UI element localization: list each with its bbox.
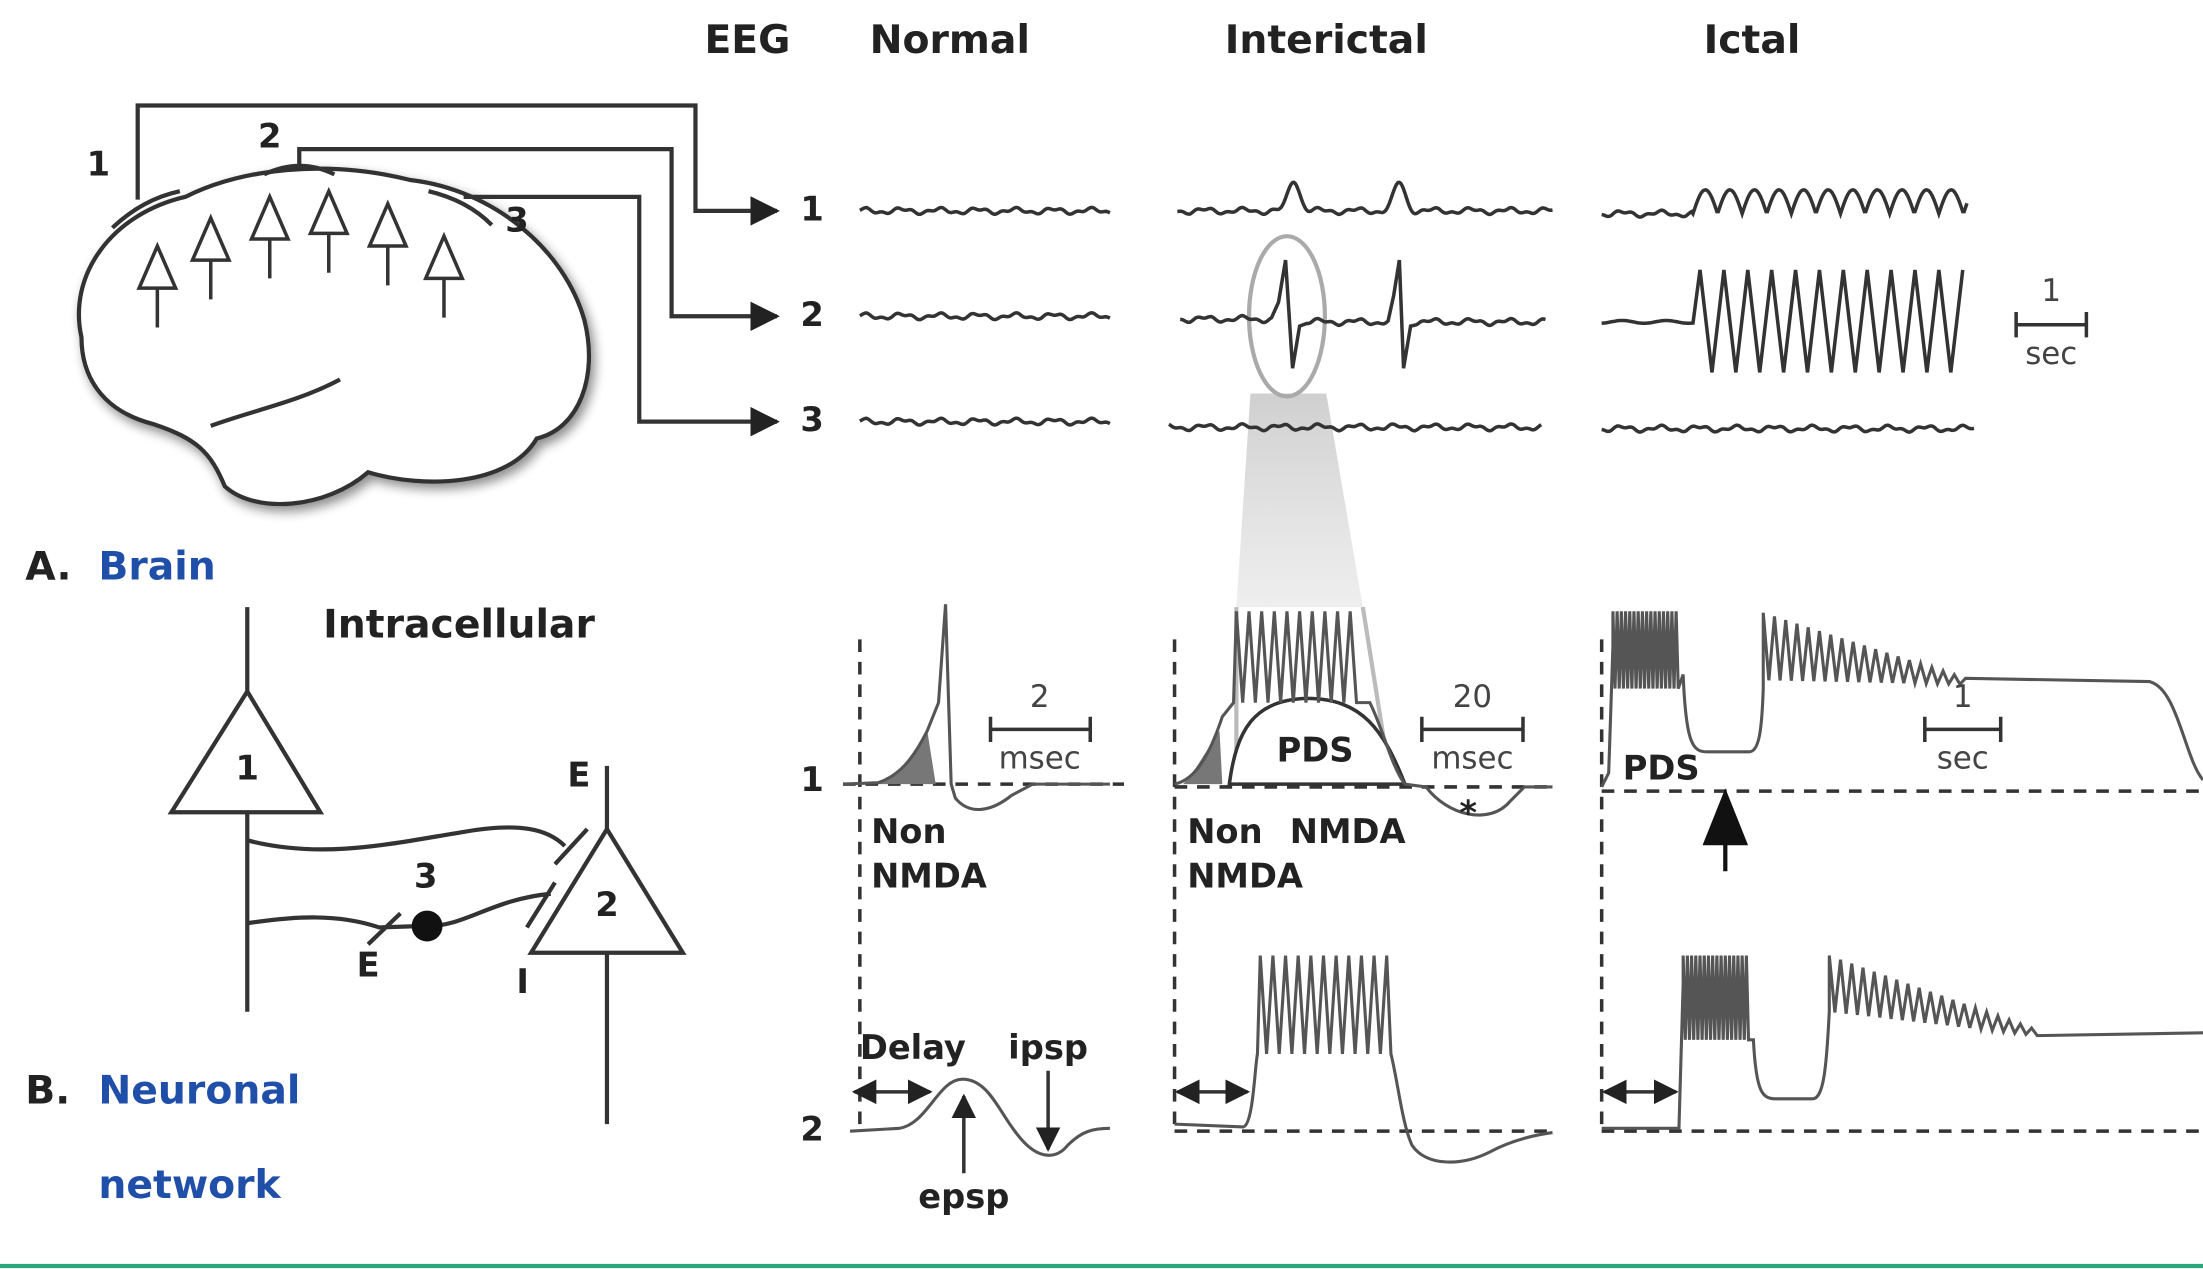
electrode-label: 1 (87, 144, 110, 183)
intracellular-title: Intracellular (323, 601, 595, 647)
neuron-label: 3 (414, 857, 437, 896)
intracellular-trace (843, 604, 1110, 809)
scale-value: 2 (1030, 679, 1050, 715)
scale-value: 20 (1453, 679, 1492, 715)
eeg-trace (1602, 190, 1967, 217)
delay-label: Delay (860, 1028, 966, 1067)
receptor-label: Non (1187, 812, 1262, 851)
synapse-label: E (357, 945, 380, 984)
neuron-label: 2 (595, 885, 618, 924)
eeg-trace (1180, 260, 1545, 368)
epsp-label: epsp (918, 1177, 1009, 1216)
panel-title: Brain (98, 544, 215, 590)
scale-unit: msec (999, 741, 1081, 777)
eeg-trace (1602, 425, 1974, 432)
axon (426, 882, 555, 927)
pds-arrow (1706, 794, 1745, 871)
panel-letter: A. (25, 544, 71, 590)
panel-letter: B. (25, 1068, 70, 1114)
figure: EEG Normal Interictal Ictal 1 2 3 1 2 3 … (0, 0, 2203, 1269)
axon (247, 913, 421, 944)
panel-title: network (98, 1162, 281, 1208)
eeg-trace (860, 313, 1110, 320)
electrode-label: 3 (505, 201, 528, 240)
neuron-label: 1 (236, 749, 259, 788)
pds-label: PDS (1623, 749, 1700, 788)
channel-label: 2 (800, 295, 823, 334)
column-title: Interictal (1225, 17, 1428, 63)
scale-unit: sec (2025, 336, 2077, 372)
column-title: Ictal (1704, 17, 1801, 63)
eeg-trace (1602, 270, 1963, 373)
eeg-label: EEG (704, 17, 790, 63)
scale-value: 1 (2041, 273, 2061, 309)
eeg-trace (860, 207, 1110, 214)
channel-label: 1 (800, 189, 823, 228)
receptor-label: Non (871, 812, 946, 851)
synapse-label: I (516, 962, 529, 1001)
eeg-traces (860, 182, 1974, 432)
intracellular-traces (1175, 611, 2203, 1162)
column-title: Normal (870, 17, 1030, 63)
scale-bar (1422, 717, 1523, 742)
scale-bar (1925, 717, 2001, 742)
ipsp-label: ipsp (1008, 1028, 1088, 1067)
channel-label: 3 (800, 400, 823, 439)
scale-bar (991, 717, 1091, 742)
eeg-trace (1177, 182, 1552, 214)
scale-unit: sec (1937, 741, 1989, 777)
receptor-label: NMDA (1187, 857, 1303, 896)
eeg-trace (860, 418, 1110, 425)
intracellular-trace (1602, 956, 2203, 1129)
receptor-label: NMDA (1290, 812, 1406, 851)
synapse-label: E (567, 756, 590, 795)
panel-title: Neuronal (98, 1068, 300, 1114)
scale-unit: msec (1431, 741, 1513, 777)
interneuron (412, 911, 443, 942)
electrode-label: 2 (258, 116, 281, 155)
row-label: 2 (800, 1110, 823, 1149)
scale-bar (2016, 312, 2086, 337)
epsp-shade (878, 731, 936, 784)
pds-label: PDS (1277, 730, 1354, 769)
scale-value: 1 (1953, 679, 1973, 715)
eeg-trace (1169, 424, 1541, 431)
receptor-label: NMDA (871, 857, 987, 896)
row-label: 1 (800, 760, 823, 799)
asterisk: * (1459, 794, 1477, 833)
page: EEG Normal Interictal Ictal 1 2 3 1 2 3 … (0, 0, 2203, 1269)
